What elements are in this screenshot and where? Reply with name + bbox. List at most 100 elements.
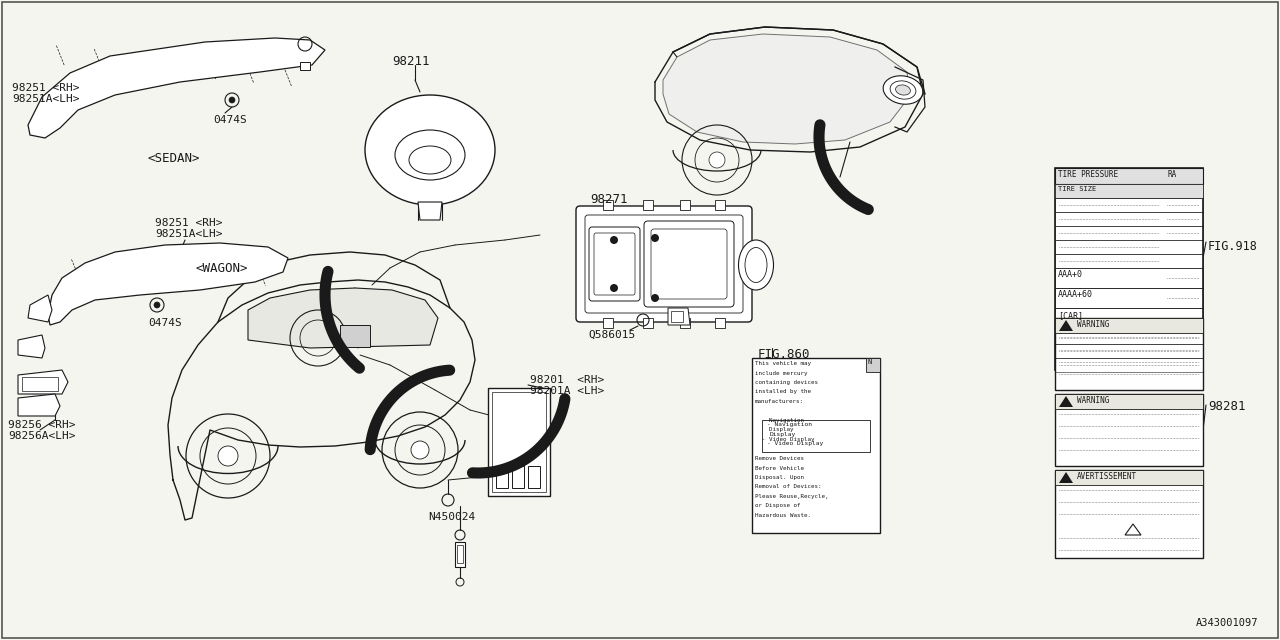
Text: 98251 <RH>: 98251 <RH>: [155, 218, 223, 228]
Text: AVERTISSEMENT: AVERTISSEMENT: [1076, 472, 1137, 481]
Circle shape: [652, 234, 659, 242]
Text: 98256 <RH>: 98256 <RH>: [8, 420, 76, 430]
Text: N450024: N450024: [428, 512, 475, 522]
Text: WARNING: WARNING: [1076, 320, 1110, 329]
Text: FIG.860: FIG.860: [758, 348, 810, 361]
Polygon shape: [668, 308, 690, 325]
Text: Display: Display: [755, 428, 794, 433]
Text: Before Vehicle: Before Vehicle: [755, 465, 804, 470]
Text: · Video Display: · Video Display: [767, 441, 823, 446]
Ellipse shape: [883, 76, 923, 104]
Circle shape: [229, 97, 236, 103]
Polygon shape: [18, 335, 45, 358]
Text: 98201  <RH>: 98201 <RH>: [530, 375, 604, 385]
Text: manufacturers:: manufacturers:: [755, 399, 804, 404]
Polygon shape: [1059, 472, 1073, 483]
Text: TIRE PRESSURE: TIRE PRESSURE: [1059, 170, 1119, 179]
Bar: [529, 466, 540, 488]
Bar: [1055, 254, 1203, 268]
Bar: [1055, 240, 1203, 254]
Text: Removal of Devices:: Removal of Devices:: [755, 484, 822, 490]
Text: WARNING: WARNING: [1076, 396, 1110, 405]
FancyBboxPatch shape: [585, 215, 742, 313]
Bar: [1055, 308, 1203, 330]
Bar: [716, 200, 724, 210]
Bar: [1055, 318, 1203, 390]
Polygon shape: [663, 34, 910, 144]
Circle shape: [611, 236, 618, 244]
Bar: [643, 200, 653, 210]
Text: 98251A<LH>: 98251A<LH>: [155, 229, 223, 239]
Text: TIRE SIZE: TIRE SIZE: [1059, 186, 1096, 192]
Ellipse shape: [890, 81, 916, 99]
Text: · Navigation: · Navigation: [767, 422, 812, 427]
Bar: [716, 318, 724, 328]
FancyBboxPatch shape: [589, 227, 640, 301]
Circle shape: [218, 446, 238, 466]
Circle shape: [154, 302, 160, 308]
FancyBboxPatch shape: [652, 229, 727, 299]
Text: 98281: 98281: [1208, 400, 1245, 413]
Bar: [340, 325, 370, 347]
Circle shape: [411, 441, 429, 459]
Bar: [1055, 168, 1203, 370]
Bar: [512, 466, 524, 488]
Bar: [1055, 184, 1203, 198]
Circle shape: [611, 284, 618, 292]
Text: Disposal. Upon: Disposal. Upon: [755, 475, 804, 480]
Text: <SEDAN>: <SEDAN>: [148, 152, 201, 165]
Polygon shape: [18, 370, 68, 394]
Ellipse shape: [745, 248, 767, 282]
Text: include mercury: include mercury: [755, 371, 808, 376]
Text: [CAR]: [CAR]: [1059, 311, 1083, 320]
Bar: [300, 62, 310, 70]
Text: 98251A<LH>: 98251A<LH>: [12, 94, 79, 104]
Text: This vehicle may: This vehicle may: [755, 361, 812, 366]
Bar: [671, 311, 684, 322]
Bar: [680, 318, 690, 328]
Polygon shape: [419, 202, 442, 220]
FancyBboxPatch shape: [576, 206, 753, 322]
Bar: [1055, 288, 1203, 308]
Text: AAAA+60: AAAA+60: [1059, 290, 1093, 299]
Bar: [1055, 318, 1203, 333]
Polygon shape: [28, 295, 52, 322]
Bar: [1055, 268, 1203, 288]
Bar: [1055, 226, 1203, 240]
Polygon shape: [18, 394, 60, 416]
Text: <WAGON>: <WAGON>: [195, 262, 247, 275]
Text: 98201A <LH>: 98201A <LH>: [530, 386, 604, 396]
Polygon shape: [248, 288, 438, 348]
Ellipse shape: [396, 130, 465, 180]
Text: 98211: 98211: [392, 55, 430, 68]
Circle shape: [652, 294, 659, 302]
Text: Please Reuse,Recycle,: Please Reuse,Recycle,: [755, 494, 828, 499]
Ellipse shape: [410, 146, 451, 174]
Text: · Navigation: · Navigation: [755, 418, 804, 423]
Bar: [497, 466, 508, 488]
Bar: [1055, 168, 1203, 184]
Bar: [1055, 358, 1203, 372]
Bar: [1055, 198, 1203, 212]
Text: 98251 <RH>: 98251 <RH>: [12, 83, 79, 93]
Ellipse shape: [365, 95, 495, 205]
Bar: [492, 392, 547, 492]
Bar: [1055, 394, 1203, 409]
Text: A343001097: A343001097: [1196, 618, 1258, 628]
Bar: [603, 318, 613, 328]
Text: Remove Devices: Remove Devices: [755, 456, 804, 461]
Bar: [454, 542, 465, 567]
Bar: [1055, 330, 1203, 344]
Bar: [1055, 470, 1203, 485]
Text: Display: Display: [771, 432, 796, 437]
Text: RA: RA: [1167, 170, 1176, 179]
Text: Hazardous Waste.: Hazardous Waste.: [755, 513, 812, 518]
Bar: [643, 318, 653, 328]
Text: · Video Display: · Video Display: [755, 437, 814, 442]
Text: containing devices: containing devices: [755, 380, 818, 385]
Bar: [457, 545, 463, 563]
Circle shape: [709, 152, 724, 168]
Bar: [603, 200, 613, 210]
Text: 0474S: 0474S: [148, 318, 182, 328]
Bar: [1055, 394, 1203, 466]
